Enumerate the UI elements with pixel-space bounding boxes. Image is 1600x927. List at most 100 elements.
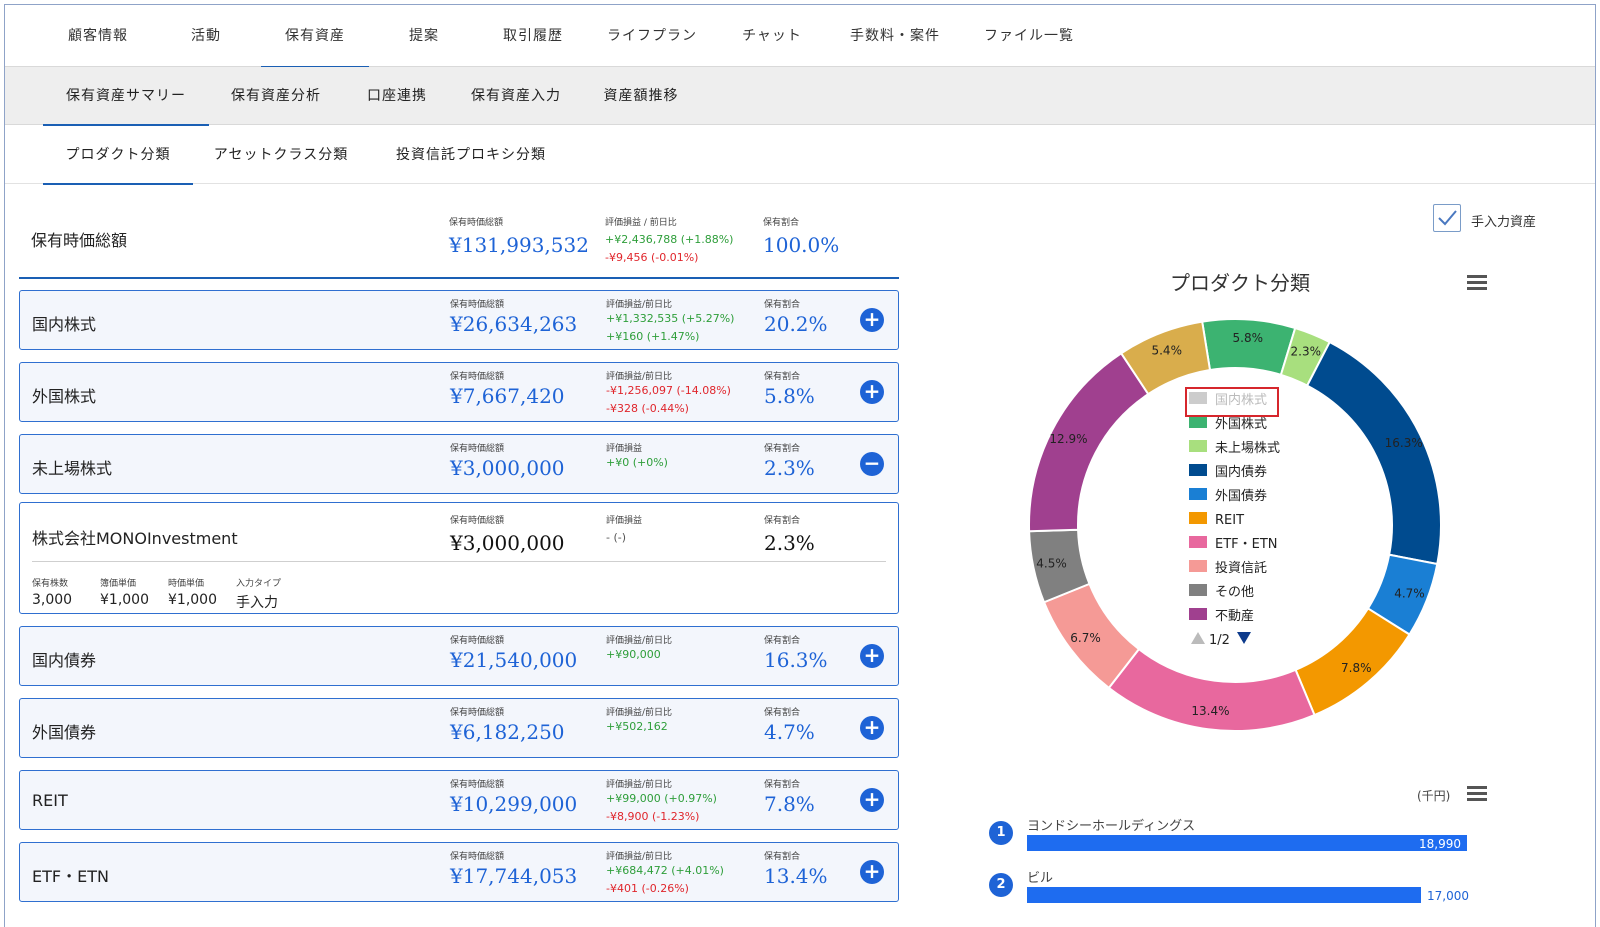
- expand-plus-icon[interactable]: +: [860, 380, 884, 404]
- expand-plus-icon[interactable]: +: [860, 644, 884, 668]
- expand-plus-icon[interactable]: +: [860, 308, 884, 332]
- legend-item[interactable]: 外国債券: [1215, 488, 1267, 504]
- category-name: 未上場株式: [32, 459, 113, 478]
- category-ratio: 5.8%: [764, 384, 815, 408]
- tab-holdings[interactable]: 保有資産: [261, 5, 369, 68]
- value-label: 保有時価総額: [449, 218, 504, 228]
- category-card[interactable]: REIT 保有時価総額 ¥10,299,000 評価損益/前日比 +¥99,000 (+…: [19, 770, 899, 830]
- bar-chart-unit: (千円): [1417, 789, 1451, 803]
- subtab-asset-trend[interactable]: 資産額推移: [603, 88, 679, 104]
- value-label: 保有時価総額: [450, 708, 505, 718]
- bar[interactable]: [1027, 887, 1421, 903]
- holding-detail-card[interactable]: 株式会社MONOInvestment 保有時価総額 ¥3,000,000 評価損…: [19, 502, 899, 614]
- expand-plus-icon[interactable]: +: [860, 788, 884, 812]
- category-card[interactable]: 国内株式 保有時価総額 ¥26,634,263 評価損益/前日比 +¥1,332,535…: [19, 290, 899, 350]
- bar-chart-menu-icon[interactable]: [1467, 786, 1487, 802]
- tab-product-classification[interactable]: プロダクト分類: [43, 126, 193, 185]
- input-type-header: 入力タイプ: [236, 579, 282, 589]
- category-pl: +¥99,000 (+0.97%): [606, 792, 717, 805]
- legend-item[interactable]: 投資信託: [1215, 560, 1267, 576]
- slice-label: 6.7%: [1070, 631, 1101, 645]
- slice-label: 12.9%: [1049, 432, 1087, 446]
- donut-slice[interactable]: [1028, 351, 1150, 533]
- legend-swatch: [1189, 488, 1207, 500]
- tab-customer-info[interactable]: 顧客情報: [68, 28, 128, 44]
- legend-item[interactable]: 国内債券: [1215, 464, 1267, 480]
- legend-item[interactable]: 国内株式: [1215, 392, 1267, 408]
- category-day-change: +¥160 (+1.47%): [606, 330, 700, 343]
- tab-file-list[interactable]: ファイル一覧: [984, 28, 1074, 44]
- legend-highlight-box: [1185, 387, 1279, 417]
- value-label: 保有時価総額: [450, 300, 505, 310]
- ratio-label: 保有割合: [764, 852, 801, 862]
- manual-asset-label: 手入力資産: [1471, 215, 1537, 230]
- donut-slice[interactable]: [1305, 340, 1442, 566]
- classification-tab-bar: プロダクト分類 アセットクラス分類 投資信託プロキシ分類: [5, 126, 1595, 185]
- category-ratio: 7.8%: [764, 792, 815, 816]
- value-label: 保有時価総額: [450, 636, 505, 646]
- manual-asset-checkbox[interactable]: [1433, 204, 1461, 232]
- legend-item[interactable]: ETF・ETN: [1215, 537, 1278, 552]
- category-card[interactable]: 外国株式 保有時価総額 ¥7,667,420 評価損益/前日比 -¥1,256,097 …: [19, 362, 899, 422]
- rank-badge: 2: [989, 873, 1013, 897]
- subtab-holdings-analysis[interactable]: 保有資産分析: [231, 88, 321, 104]
- bar-value: 18,990: [1419, 837, 1461, 851]
- category-day-change: -¥8,900 (-1.23%): [606, 810, 700, 823]
- ratio-label: 保有割合: [764, 780, 801, 790]
- tab-transaction-history[interactable]: 取引履歴: [503, 28, 563, 44]
- legend-item[interactable]: REIT: [1215, 513, 1244, 528]
- slice-label: 5.4%: [1151, 343, 1182, 357]
- legend-item[interactable]: 不動産: [1215, 608, 1254, 624]
- tab-fund-proxy-classification[interactable]: 投資信託プロキシ分類: [396, 147, 546, 163]
- slice-label: 2.3%: [1291, 344, 1322, 358]
- legend-swatch: [1189, 560, 1207, 572]
- legend-item[interactable]: 未上場株式: [1215, 441, 1280, 456]
- subtab-holdings-summary[interactable]: 保有資産サマリー: [43, 67, 209, 126]
- tab-chat[interactable]: チャット: [742, 28, 802, 44]
- ratio-label: 保有割合: [764, 516, 801, 526]
- chart-menu-icon[interactable]: [1467, 275, 1487, 291]
- category-card[interactable]: 未上場株式 保有時価総額 ¥3,000,000 評価損益 +¥0 (+0%) 保有割合 2.…: [19, 434, 899, 494]
- category-ratio: 13.4%: [764, 864, 828, 888]
- expand-plus-icon[interactable]: +: [860, 716, 884, 740]
- donut-slice[interactable]: [1107, 647, 1316, 732]
- product-donut-chart: 5.8% 2.3% 16.3% 4.7% 7.8% 13.4% 6.7% 4.5% 12.9% 5…: [1028, 318, 1442, 732]
- category-card[interactable]: 外国債券 保有時価総額 ¥6,182,250 評価損益/前日比 +¥502,162 保有割…: [19, 698, 899, 758]
- expand-plus-icon[interactable]: +: [860, 860, 884, 884]
- pl-label: 評価損益/前日比: [606, 636, 673, 646]
- chart-title: プロダクト分類: [1170, 271, 1310, 295]
- category-ratio: 20.2%: [764, 312, 828, 336]
- slice-label: 4.5%: [1036, 557, 1067, 571]
- category-value: ¥3,000,000: [450, 456, 565, 480]
- value-label: 保有時価総額: [450, 444, 505, 454]
- legend-prev-arrow-icon[interactable]: [1191, 632, 1205, 644]
- legend-swatch: [1189, 416, 1207, 428]
- legend-item[interactable]: 外国株式: [1215, 417, 1267, 432]
- category-name: 外国株式: [32, 387, 97, 406]
- bar[interactable]: [1027, 835, 1467, 851]
- pl-label: 評価損益/前日比: [606, 708, 673, 718]
- legend-next-arrow-icon[interactable]: [1237, 632, 1251, 644]
- category-pl: +¥684,472 (+4.01%): [606, 864, 724, 877]
- category-card[interactable]: 国内債券 保有時価総額 ¥21,540,000 評価損益/前日比 +¥90,000 保有割…: [19, 626, 899, 686]
- tab-asset-class-classification[interactable]: アセットクラス分類: [213, 147, 349, 163]
- category-name: 外国債券: [32, 723, 97, 742]
- subtab-account-link[interactable]: 口座連携: [367, 88, 427, 104]
- total-pl: +¥2,436,788 (+1.88%): [605, 233, 734, 246]
- collapse-minus-icon[interactable]: −: [860, 452, 884, 476]
- tab-fees-deals[interactable]: 手数料・案件: [850, 28, 940, 44]
- tab-proposal[interactable]: 提案: [409, 28, 439, 44]
- slice-label: 4.7%: [1394, 587, 1425, 601]
- donut-slice[interactable]: [1201, 318, 1297, 377]
- category-name: REIT: [32, 791, 68, 810]
- slice-label: 16.3%: [1385, 436, 1423, 450]
- category-card[interactable]: ETF・ETN 保有時価総額 ¥17,744,053 評価損益/前日比 +¥684,47…: [19, 842, 899, 902]
- category-name: 国内債券: [32, 651, 97, 670]
- category-value: ¥26,634,263: [450, 312, 578, 336]
- value-label: 保有時価総額: [450, 372, 505, 382]
- donut-slice[interactable]: [1119, 320, 1212, 396]
- subtab-holdings-input[interactable]: 保有資産入力: [471, 88, 561, 104]
- tab-activity[interactable]: 活動: [191, 28, 221, 44]
- legend-item[interactable]: その他: [1215, 585, 1254, 600]
- tab-life-plan[interactable]: ライフプラン: [607, 28, 697, 44]
